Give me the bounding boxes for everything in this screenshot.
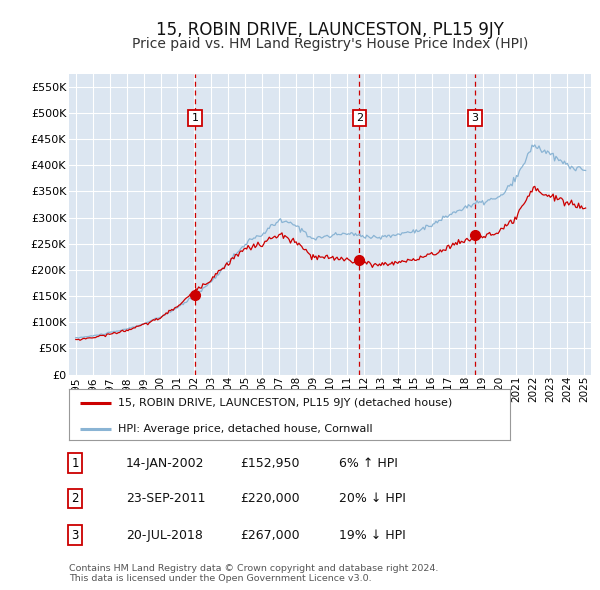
Text: 15, ROBIN DRIVE, LAUNCESTON, PL15 9JY (detached house): 15, ROBIN DRIVE, LAUNCESTON, PL15 9JY (d…	[118, 398, 452, 408]
Text: 3: 3	[472, 113, 478, 123]
Text: 23-SEP-2011: 23-SEP-2011	[126, 492, 205, 505]
Text: 1: 1	[191, 113, 199, 123]
Text: 15, ROBIN DRIVE, LAUNCESTON, PL15 9JY: 15, ROBIN DRIVE, LAUNCESTON, PL15 9JY	[156, 21, 504, 39]
Text: 6% ↑ HPI: 6% ↑ HPI	[339, 457, 398, 470]
Text: £220,000: £220,000	[240, 492, 299, 505]
Text: HPI: Average price, detached house, Cornwall: HPI: Average price, detached house, Corn…	[118, 424, 372, 434]
Text: £152,950: £152,950	[240, 457, 299, 470]
Text: 20% ↓ HPI: 20% ↓ HPI	[339, 492, 406, 505]
Text: 19% ↓ HPI: 19% ↓ HPI	[339, 529, 406, 542]
Text: 20-JUL-2018: 20-JUL-2018	[126, 529, 203, 542]
Text: Contains HM Land Registry data © Crown copyright and database right 2024.
This d: Contains HM Land Registry data © Crown c…	[69, 563, 439, 583]
Text: £267,000: £267,000	[240, 529, 299, 542]
Text: 14-JAN-2002: 14-JAN-2002	[126, 457, 205, 470]
Text: 2: 2	[356, 113, 363, 123]
Text: Price paid vs. HM Land Registry's House Price Index (HPI): Price paid vs. HM Land Registry's House …	[132, 37, 528, 51]
Text: 2: 2	[71, 492, 79, 505]
Text: 1: 1	[71, 457, 79, 470]
Text: 3: 3	[71, 529, 79, 542]
